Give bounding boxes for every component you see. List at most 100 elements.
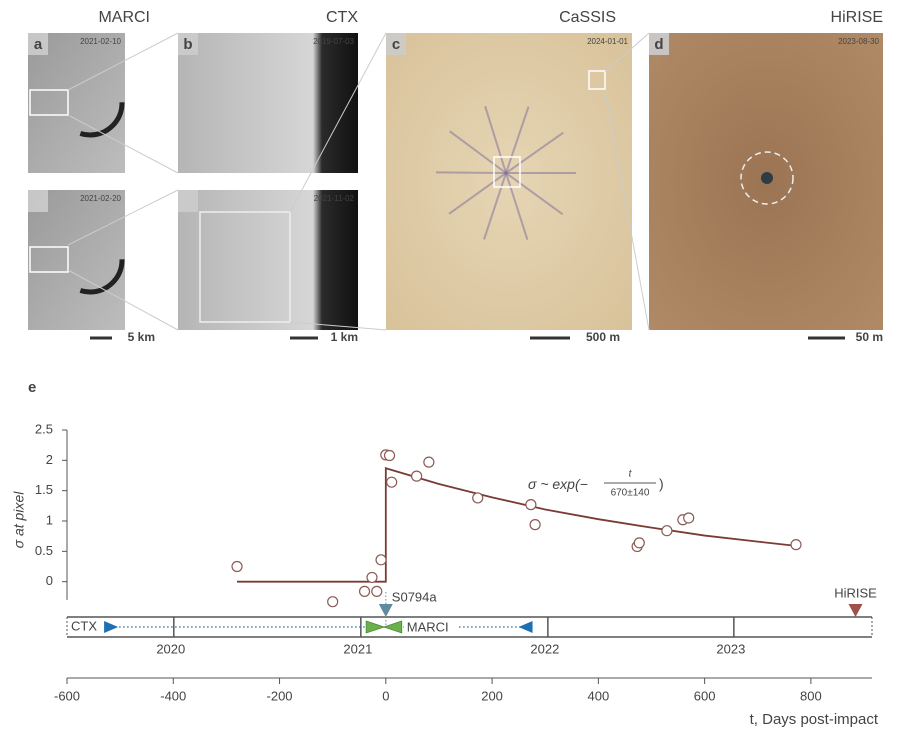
y-tick-label: 2: [46, 452, 53, 467]
ray: [448, 172, 507, 215]
ctx-marker: [518, 621, 533, 633]
marci-marker: [365, 620, 403, 634]
year-label: 2020: [156, 641, 185, 656]
data-point: [371, 585, 383, 597]
y-axis-label: σ at pixel: [11, 491, 27, 549]
ray: [505, 172, 529, 240]
data-point: [529, 519, 541, 531]
x-tick-label: -200: [267, 688, 293, 703]
panel-letter: a: [34, 36, 43, 53]
ray: [449, 130, 507, 174]
ray: [484, 105, 507, 174]
panel-image: [28, 33, 125, 173]
panel-title: MARCI: [98, 9, 150, 26]
cassis-label: S0794a: [392, 589, 438, 604]
data-point: [375, 554, 387, 566]
zoom-box: [588, 70, 606, 90]
x-tick-label: -400: [160, 688, 186, 703]
data-point: [358, 585, 371, 597]
data-point: [525, 499, 537, 511]
annotation-part: σ ~ exp(−: [528, 476, 588, 492]
x-tick-label: 400: [588, 688, 610, 703]
panel-title: CTX: [326, 9, 358, 26]
data-point: [472, 492, 484, 504]
data-point: [411, 470, 423, 482]
data-point: [790, 539, 802, 551]
ray: [483, 172, 507, 240]
zoom-lines: [67, 32, 650, 331]
x-tick-label: 600: [694, 688, 716, 703]
panel-date: 2021-11-02: [314, 194, 355, 203]
y-tick-label: 2.5: [35, 421, 53, 436]
scale-label: 5 km: [128, 330, 155, 344]
panel-date: 2021-02-20: [80, 194, 121, 203]
scale-label: 50 m: [856, 330, 883, 344]
panel-letter: b: [183, 36, 192, 53]
x-tick-label: -600: [54, 688, 80, 703]
cassis-marker: [378, 604, 393, 617]
ray: [435, 171, 507, 174]
y-tick-label: 0: [46, 573, 53, 588]
y-tick-label: 1: [46, 512, 53, 527]
year-label: 2022: [530, 641, 559, 656]
hirise-marker: [848, 604, 863, 617]
crater: [55, 225, 125, 295]
year-label: 2023: [716, 641, 745, 656]
data-point: [327, 596, 339, 608]
ray: [505, 131, 564, 174]
ctx-label: CTX: [71, 618, 97, 633]
ray: [505, 106, 530, 174]
label-bg: [403, 619, 458, 635]
panel-letter-box: [28, 33, 48, 55]
annotation-denominator: 670±140: [611, 488, 650, 499]
data-point: [386, 476, 398, 488]
panel-image: [178, 33, 358, 173]
panel-letter-box: [178, 190, 198, 212]
fit-annotation: σ ~ exp(−: [528, 476, 588, 492]
annotation-suffix: ): [659, 476, 664, 492]
panel-letter-box: [178, 33, 198, 55]
panel-image: [28, 190, 125, 330]
hirise-label: HiRISE: [834, 585, 877, 600]
marci-label: MARCI: [407, 619, 449, 634]
panel-date: 2019-07-03: [313, 37, 354, 46]
panel-date: 2023-08-30: [838, 37, 879, 46]
data-point: [633, 537, 645, 549]
zoom-box: [493, 156, 521, 188]
data-point: [366, 571, 378, 584]
zoom-box: [29, 89, 69, 116]
crater-ring: [740, 151, 794, 205]
zoom-box: [199, 211, 291, 323]
crater: [761, 172, 773, 184]
panel-letter: c: [392, 36, 400, 53]
data-point: [683, 512, 695, 524]
annotation-numerator: t: [629, 469, 633, 480]
scale-label: 1 km: [331, 330, 358, 344]
panel-image: [178, 190, 358, 330]
data-point: [423, 456, 435, 468]
x-tick-label: 0: [382, 688, 389, 703]
label-bg: [69, 619, 103, 635]
data-point: [383, 449, 396, 462]
panel-letter-box: [649, 33, 669, 55]
panel-letter: d: [654, 36, 663, 53]
x-axis-label: t, Days post-impact: [750, 711, 879, 728]
data-point: [661, 525, 673, 537]
y-tick-label: 1.5: [35, 482, 53, 497]
panel-date: 2021-02-10: [80, 37, 121, 46]
fit-line: [237, 467, 797, 583]
x-tick-label: 800: [800, 688, 822, 703]
x-tick-label: 200: [481, 688, 503, 703]
panel-letter-box: [386, 33, 406, 55]
crater: [55, 68, 125, 138]
ctx-marker: [104, 621, 119, 633]
panel-date: 2024-01-01: [587, 37, 628, 46]
y-tick-label: 0.5: [35, 543, 53, 558]
panel-letter-box: [28, 190, 48, 212]
data-point: [231, 560, 243, 573]
panel-title: CaSSIS: [559, 9, 616, 26]
panel-letter: e: [28, 379, 36, 396]
year-label: 2021: [343, 641, 372, 656]
ray: [505, 172, 564, 216]
